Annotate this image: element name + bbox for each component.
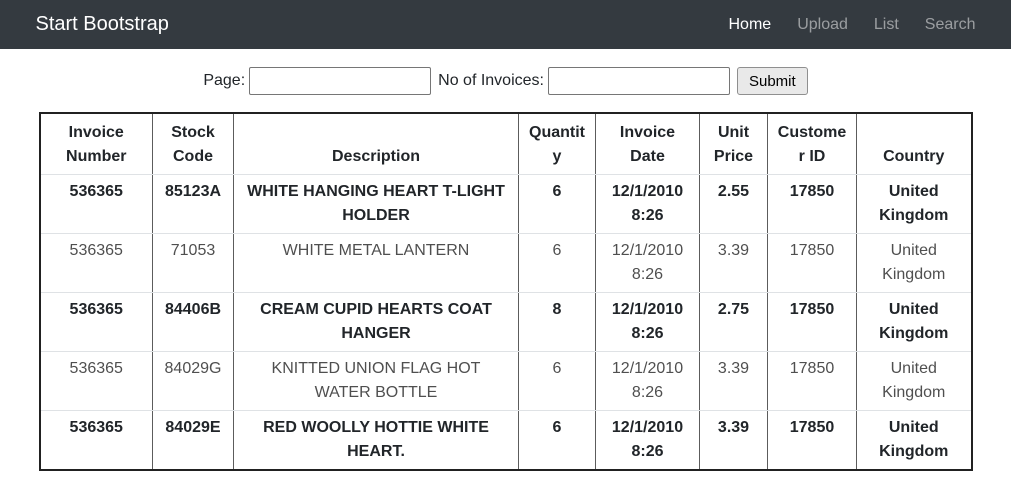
table-cell: 85123A <box>152 173 234 234</box>
table-row: 536365 85123A WHITE HANGING HEART T-LIGHT … <box>39 173 972 234</box>
table-cell: 12/1/2010 8:26 <box>595 409 700 470</box>
table-cell: 17850 <box>767 350 857 411</box>
table-cell: 12/1/2010 8:26 <box>595 232 700 293</box>
table-cell: 2.75 <box>699 291 768 352</box>
table-cell: 6 <box>518 232 596 293</box>
navbar: Start Bootstrap Home Upload List Search <box>0 0 1011 49</box>
table-cell: 2.55 <box>699 173 768 234</box>
table-cell: 536365 <box>39 232 153 293</box>
nav-item-home[interactable]: Home <box>728 15 772 33</box>
submit-button[interactable]: Submit <box>736 67 808 95</box>
table-cell: RED WOOLLY HOTTIE WHITE HEART. <box>233 409 519 470</box>
table-cell: 6 <box>518 350 596 411</box>
nav-links: Home Upload List Search <box>716 8 976 42</box>
navbar-container: Start Bootstrap Home Upload List Search <box>36 8 976 42</box>
table-row: 536365 84029G KNITTED UNION FLAG HOT WATER… <box>39 350 972 411</box>
table-cell: 3.39 <box>699 232 768 293</box>
brand-link[interactable]: Start Bootstrap <box>35 13 169 35</box>
nav-item-search[interactable]: Search <box>924 15 976 33</box>
table-cell: 6 <box>518 409 596 470</box>
column-header: Customer ID <box>767 112 857 175</box>
invoice-query-form: Page: No of Invoices: Submit <box>0 67 1011 95</box>
table-cell: 12/1/2010 8:26 <box>595 350 700 411</box>
table-cell: United Kingdom <box>856 409 972 470</box>
column-header: Stock Code <box>152 112 234 175</box>
table-cell: 536365 <box>39 409 153 470</box>
column-header: Invoice Number <box>39 112 153 175</box>
table-cell: 12/1/2010 8:26 <box>595 173 700 234</box>
table-cell: 12/1/2010 8:26 <box>595 291 700 352</box>
page-input[interactable] <box>249 67 432 95</box>
nav-item-upload[interactable]: Upload <box>797 15 848 33</box>
table-cell: United Kingdom <box>856 173 972 234</box>
page-label: Page: <box>203 72 246 89</box>
table-cell: United Kingdom <box>856 350 972 411</box>
table-row: 536365 84029E RED WOOLLY HOTTIE WHITE HEAR… <box>39 409 972 470</box>
table-cell: 84406B <box>152 291 234 352</box>
column-header: Quantity <box>518 112 596 175</box>
invoice-table: Invoice Number Stock Code Description Quant… <box>38 112 973 471</box>
table-cell: 17850 <box>767 409 857 470</box>
table-cell: KNITTED UNION FLAG HOT WATER BOTTLE <box>233 350 519 411</box>
no-of-invoices-label: No of Invoices: <box>438 72 544 89</box>
column-header: Description <box>233 112 519 175</box>
table-cell: 536365 <box>39 173 153 234</box>
main-content: Page: No of Invoices: Submit Invoice Num… <box>0 67 1011 471</box>
table-row: 536365 84406B CREAM CUPID HEARTS COAT HANG… <box>39 291 972 352</box>
table-cell: 17850 <box>767 232 857 293</box>
column-header: Unit Price <box>699 112 768 175</box>
table-row: 536365 71053 WHITE METAL LANTERN 6 12/1/2010… <box>39 232 972 293</box>
column-header: Invoice Date <box>595 112 700 175</box>
table-cell: 84029E <box>152 409 234 470</box>
table-cell: 3.39 <box>699 350 768 411</box>
nav-item-list[interactable]: List <box>873 15 899 33</box>
table-cell: WHITE METAL LANTERN <box>233 232 519 293</box>
table-cell: 8 <box>518 291 596 352</box>
table-cell: 536365 <box>39 291 153 352</box>
table-cell: 3.39 <box>699 409 768 470</box>
table-cell: WHITE HANGING HEART T-LIGHT HOLDER <box>233 173 519 234</box>
table-cell: 6 <box>518 173 596 234</box>
table-cell: 71053 <box>152 232 234 293</box>
table-cell: 17850 <box>767 173 857 234</box>
column-header: Country <box>856 112 972 175</box>
header-row: Invoice Number Stock Code Description Quant… <box>39 112 972 175</box>
table-cell: CREAM CUPID HEARTS COAT HANGER <box>233 291 519 352</box>
no-of-invoices-input[interactable] <box>547 67 730 95</box>
table-cell: United Kingdom <box>856 291 972 352</box>
invoice-table-head: Invoice Number Stock Code Description Quant… <box>39 112 972 175</box>
invoice-table-body: 536365 85123A WHITE HANGING HEART T-LIGHT … <box>39 173 972 470</box>
table-cell: United Kingdom <box>856 232 972 293</box>
table-cell: 17850 <box>767 291 857 352</box>
table-cell: 84029G <box>152 350 234 411</box>
table-cell: 536365 <box>39 350 153 411</box>
